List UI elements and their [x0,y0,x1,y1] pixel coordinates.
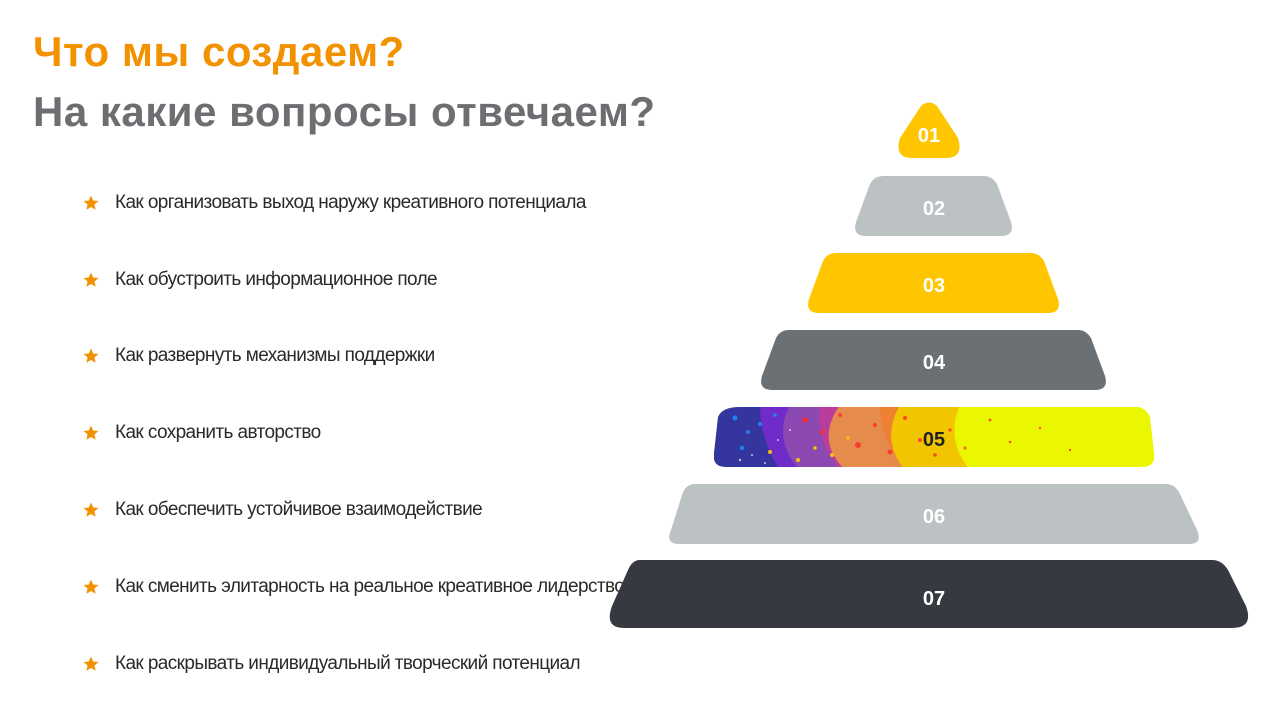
pyramid-level-6-label: 06 [923,506,945,528]
pyramid-level-4-label: 04 [923,352,946,374]
pyramid-level-7: 07 [609,560,1249,628]
pyramid-level-2-label: 02 [923,198,945,220]
question-item: Как развернуть механизмы поддержки [82,342,435,370]
question-text: Как раскрывать индивидуальный творческий… [115,653,581,674]
pyramid-level-1: 01 [898,102,960,158]
page-title: Что мы создаем? [33,28,405,75]
pyramid-level-6: 06 [669,484,1199,544]
pyramid-level-2-shape [855,176,1012,236]
question-item: Как обеспечить устойчивое взаимодействие [82,496,483,524]
question-item: Как сменить элитарность на реальное креа… [82,573,625,601]
pyramid-level-1-label: 01 [918,125,940,147]
pyramid-level-4-shape [761,330,1106,390]
pyramid-level-5-label: 05 [923,429,945,451]
pyramid-level-7-shape [609,560,1249,628]
page-subtitle: На какие вопросы отвечаем? [33,88,656,135]
star-icon [83,502,99,517]
question-item: Как сохранить авторство [82,419,321,447]
question-item: Как раскрывать индивидуальный творческий… [82,650,581,678]
pyramid-level-4: 04 [761,330,1106,390]
question-text: Как обустроить информационное поле [115,269,438,290]
pyramid-level-6-shape [669,484,1199,544]
star-icon [83,425,99,440]
star-icon [83,195,99,210]
question-item: Как организовать выход наружу креативног… [82,189,586,217]
star-icon [83,272,99,287]
question-text: Как организовать выход наружу креативног… [115,192,586,213]
question-text: Как развернуть механизмы поддержки [115,345,435,366]
pyramid-level-5: 05 [713,407,1155,467]
star-icon [83,579,99,594]
pyramid-level-3: 03 [808,253,1059,313]
pyramid-level-7-label: 07 [923,588,945,610]
question-text: Как сохранить авторство [115,422,321,443]
pyramid-level-5-texture [714,407,1072,467]
question-text: Как обеспечить устойчивое взаимодействие [115,499,483,520]
pyramid-level-3-label: 03 [923,275,945,297]
star-icon [83,348,99,363]
question-item: Как обустроить информационное поле [82,266,438,294]
star-icon [83,656,99,671]
pyramid-level-2: 02 [855,176,1012,236]
question-text: Как сменить элитарность на реальное креа… [115,576,625,597]
pyramid-level-3-shape [808,253,1059,313]
pyramid-level-1-shape [898,102,960,158]
